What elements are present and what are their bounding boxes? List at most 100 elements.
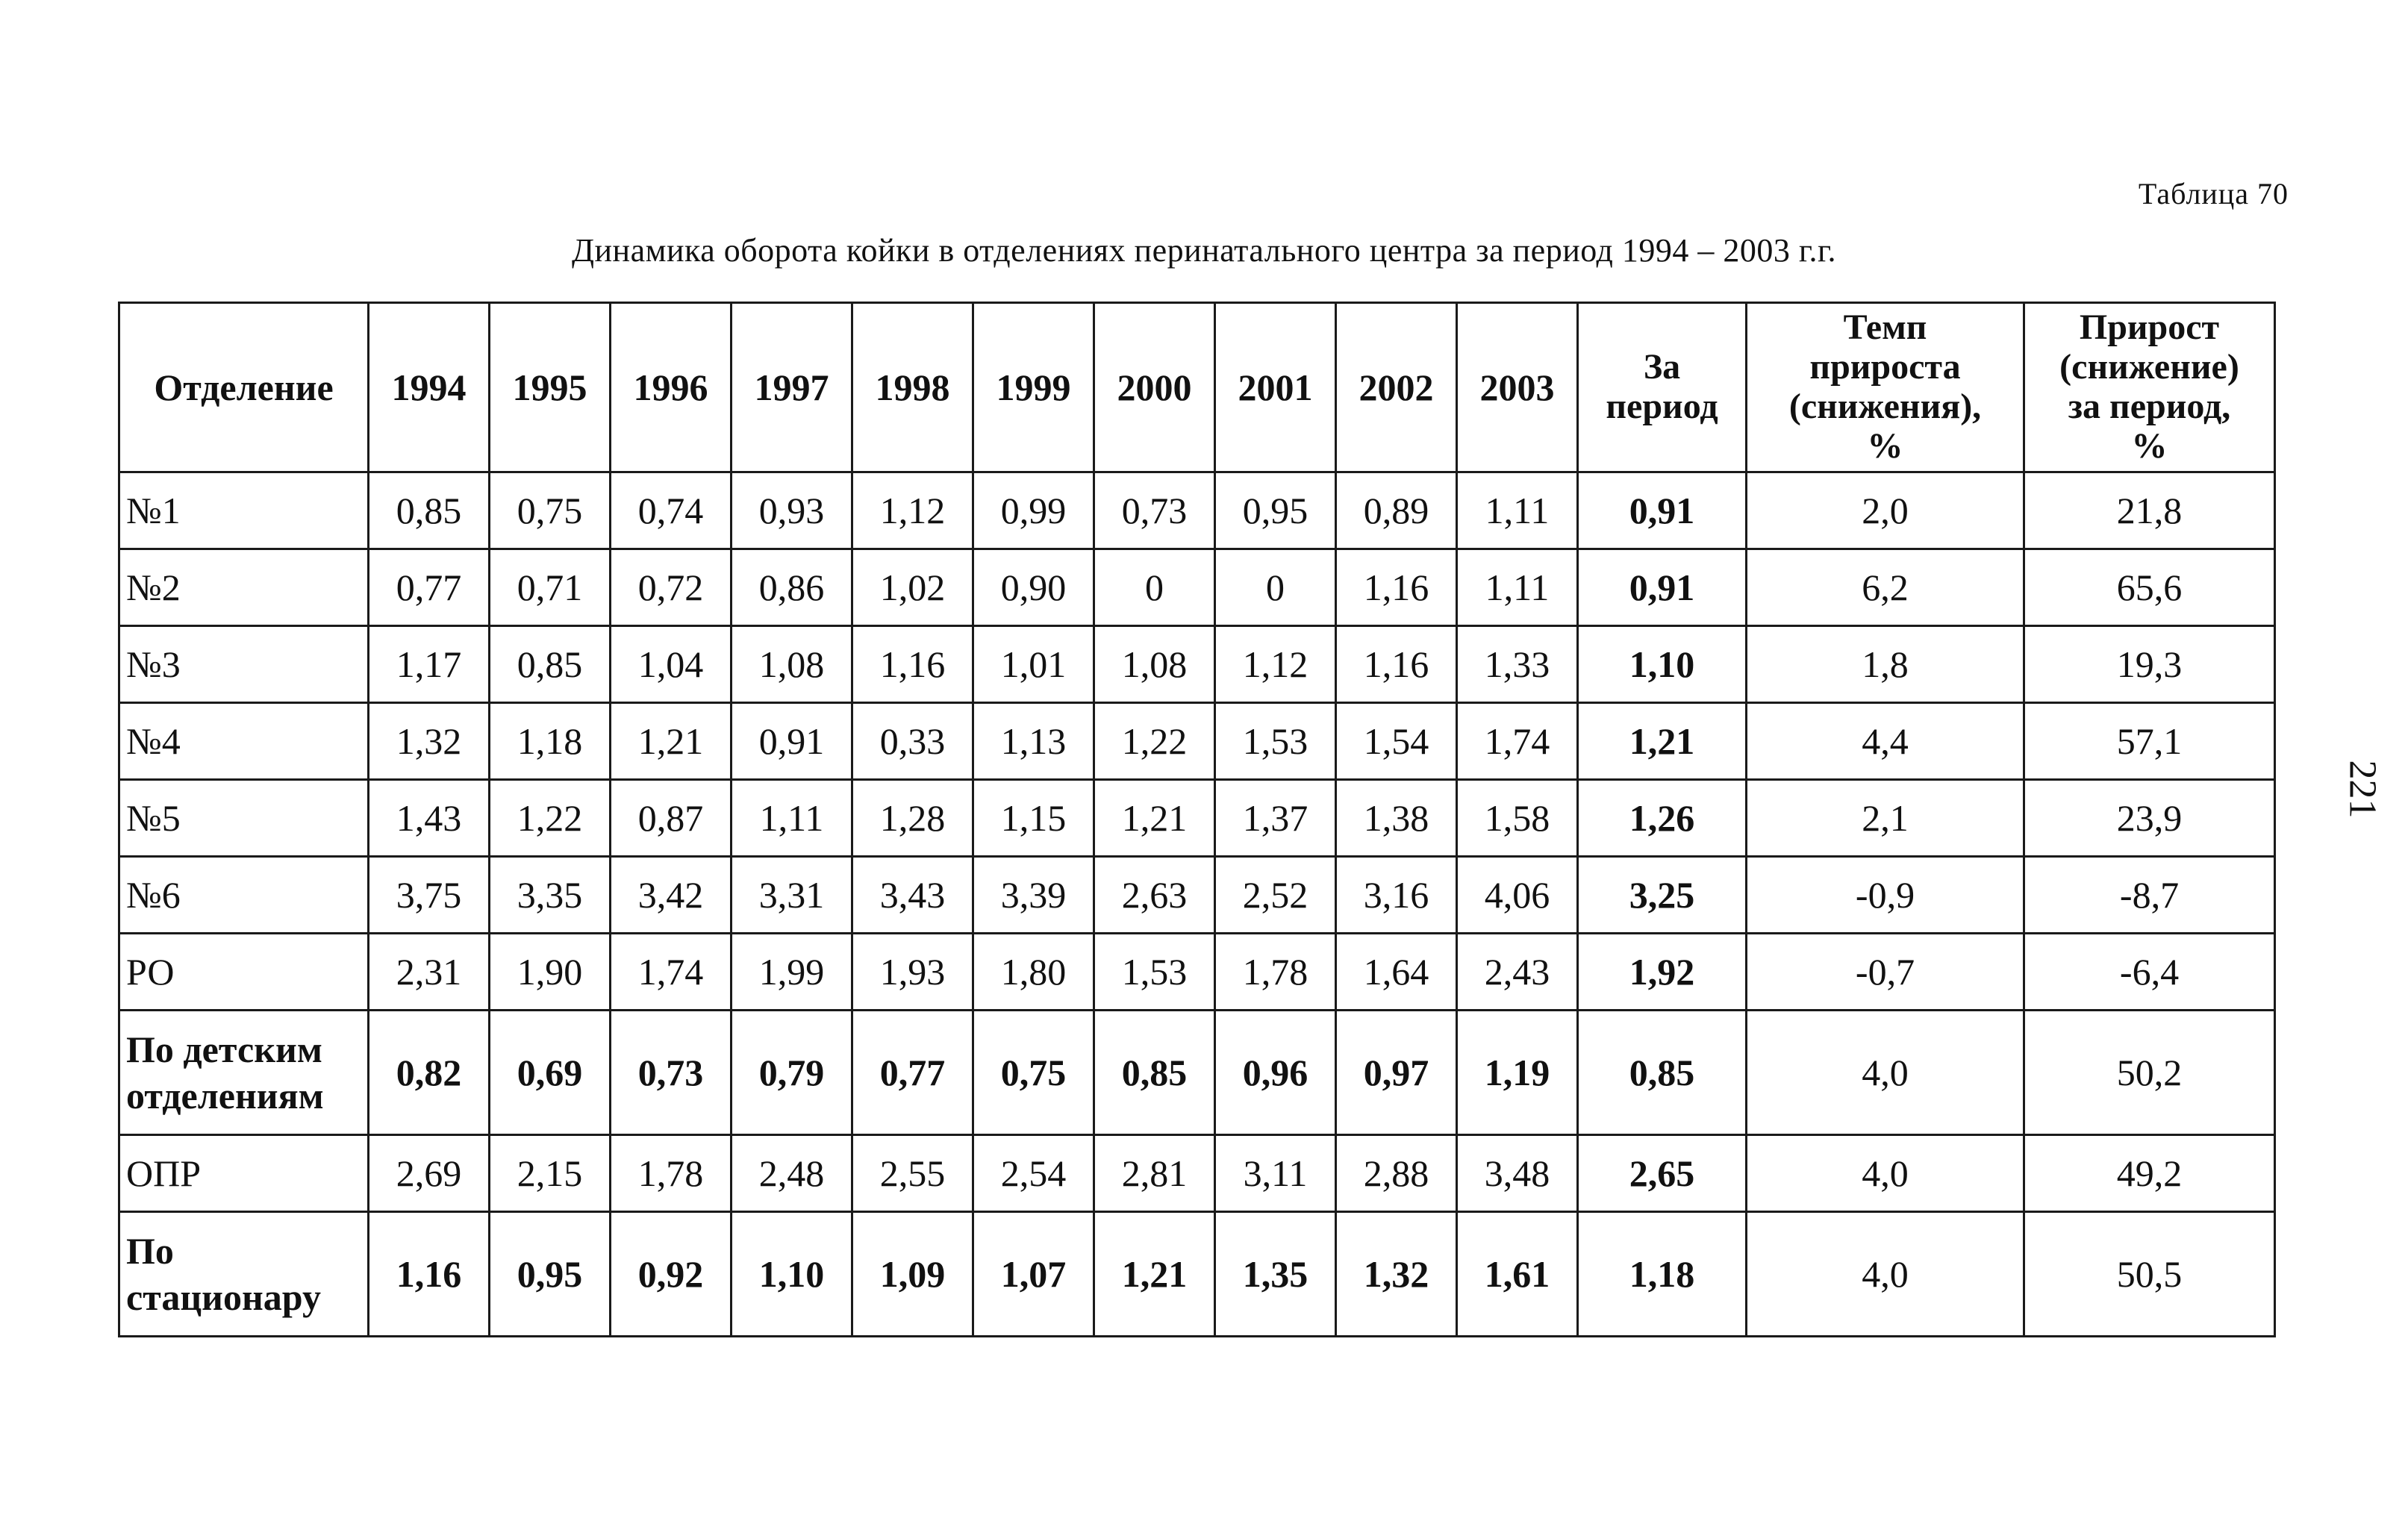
department-line: По <box>126 1229 174 1272</box>
header-period-line: период <box>1606 387 1718 426</box>
department-cell: №6 <box>118 855 369 934</box>
value-cell: 1,99 <box>730 932 853 1011</box>
table-number: Таблица 70 <box>2138 177 2289 210</box>
value-cell: 0,89 <box>1335 471 1458 550</box>
value-cell: 3,31 <box>730 855 853 934</box>
value-cell: 1,13 <box>972 702 1095 781</box>
growth-rate-cell: 4,0 <box>1745 1009 2025 1136</box>
period-cell: 1,26 <box>1576 778 1747 858</box>
value-cell: 1,16 <box>851 625 974 704</box>
growth-cell: 23,9 <box>2023 778 2276 858</box>
value-cell: 1,11 <box>1456 471 1579 550</box>
value-cell: 1,16 <box>367 1211 490 1337</box>
growth-rate-cell: 4,4 <box>1745 702 2025 781</box>
department-cell: По детским отделениям <box>118 1009 369 1136</box>
value-cell: 3,43 <box>851 855 974 934</box>
department-cell: По стационару <box>118 1211 369 1337</box>
value-cell: 2,52 <box>1214 855 1337 934</box>
table-row: №6 3,75 3,35 3,42 3,31 3,43 3,39 2,63 2,… <box>118 855 2276 934</box>
value-cell: 0,75 <box>488 471 611 550</box>
header-row: Отделение 1994 1995 1996 1997 1998 1999 … <box>118 302 2276 473</box>
value-cell: 1,08 <box>730 625 853 704</box>
growth-cell: 21,8 <box>2023 471 2276 550</box>
value-cell: 0,85 <box>488 625 611 704</box>
value-cell: 1,53 <box>1093 932 1216 1011</box>
value-cell: 0,96 <box>1214 1009 1337 1136</box>
value-cell: 0,93 <box>730 471 853 550</box>
value-cell: 0,72 <box>609 548 732 627</box>
department-cell: №3 <box>118 625 369 704</box>
header-year: 1995 <box>488 302 611 473</box>
value-cell: 1,08 <box>1093 625 1216 704</box>
value-cell: 0,95 <box>1214 471 1337 550</box>
growth-rate-cell: 2,1 <box>1745 778 2025 858</box>
department-cell: ОПР <box>118 1134 369 1213</box>
value-cell: 1,22 <box>1093 702 1216 781</box>
value-cell: 0,86 <box>730 548 853 627</box>
value-cell: 1,12 <box>1214 625 1337 704</box>
header-growth-line: (снижение) <box>2059 347 2239 387</box>
value-cell: 3,48 <box>1456 1134 1579 1213</box>
growth-cell: 49,2 <box>2023 1134 2276 1213</box>
department-cell: РО <box>118 932 369 1011</box>
value-cell: 1,21 <box>1093 778 1216 858</box>
value-cell: 2,31 <box>367 932 490 1011</box>
header-year: 2000 <box>1093 302 1216 473</box>
header-year: 1999 <box>972 302 1095 473</box>
header-growth-rate-line: % <box>1867 425 1903 466</box>
growth-cell: 19,3 <box>2023 625 2276 704</box>
growth-rate-cell: -0,7 <box>1745 932 2025 1011</box>
value-cell: 1,12 <box>851 471 974 550</box>
page-number: 221 <box>2341 760 2384 819</box>
header-period: За период <box>1576 302 1747 473</box>
value-cell: 0,97 <box>1335 1009 1458 1136</box>
value-cell: 1,28 <box>851 778 974 858</box>
value-cell: 1,43 <box>367 778 490 858</box>
value-cell: 1,78 <box>609 1134 732 1213</box>
value-cell: 1,64 <box>1335 932 1458 1011</box>
period-cell: 1,18 <box>1576 1211 1747 1337</box>
department-cell: №2 <box>118 548 369 627</box>
value-cell: 0,77 <box>367 548 490 627</box>
period-cell: 1,92 <box>1576 932 1747 1011</box>
value-cell: 1,93 <box>851 932 974 1011</box>
period-cell: 1,10 <box>1576 625 1747 704</box>
value-cell: 1,53 <box>1214 702 1337 781</box>
header-year: 2002 <box>1335 302 1458 473</box>
value-cell: 2,69 <box>367 1134 490 1213</box>
value-cell: 1,37 <box>1214 778 1337 858</box>
value-cell: 0,77 <box>851 1009 974 1136</box>
value-cell: 0 <box>1214 548 1337 627</box>
value-cell: 1,11 <box>1456 548 1579 627</box>
value-cell: 1,61 <box>1456 1211 1579 1337</box>
value-cell: 1,19 <box>1456 1009 1579 1136</box>
header-department: Отделение <box>118 302 369 473</box>
value-cell: 3,16 <box>1335 855 1458 934</box>
value-cell: 0,85 <box>1093 1009 1216 1136</box>
value-cell: 0,71 <box>488 548 611 627</box>
department-cell: №5 <box>118 778 369 858</box>
period-cell: 2,65 <box>1576 1134 1747 1213</box>
value-cell: 3,35 <box>488 855 611 934</box>
value-cell: 1,78 <box>1214 932 1337 1011</box>
value-cell: 0 <box>1093 548 1216 627</box>
department-cell: №1 <box>118 471 369 550</box>
value-cell: 1,21 <box>609 702 732 781</box>
table-row: №1 0,85 0,75 0,74 0,93 1,12 0,99 0,73 0,… <box>118 471 2276 550</box>
growth-rate-cell: 4,0 <box>1745 1211 2025 1337</box>
header-year: 1997 <box>730 302 853 473</box>
value-cell: 1,54 <box>1335 702 1458 781</box>
department-line: По детским <box>126 1028 322 1070</box>
value-cell: 1,04 <box>609 625 732 704</box>
value-cell: 0,99 <box>972 471 1095 550</box>
value-cell: 0,87 <box>609 778 732 858</box>
header-growth-rate-line: Темп <box>1843 307 1927 348</box>
value-cell: 0,90 <box>972 548 1095 627</box>
growth-cell: 50,2 <box>2023 1009 2276 1136</box>
value-cell: 0,91 <box>730 702 853 781</box>
value-cell: 1,21 <box>1093 1211 1216 1337</box>
growth-cell: 57,1 <box>2023 702 2276 781</box>
value-cell: 1,38 <box>1335 778 1458 858</box>
value-cell: 0,73 <box>609 1009 732 1136</box>
value-cell: 1,33 <box>1456 625 1579 704</box>
